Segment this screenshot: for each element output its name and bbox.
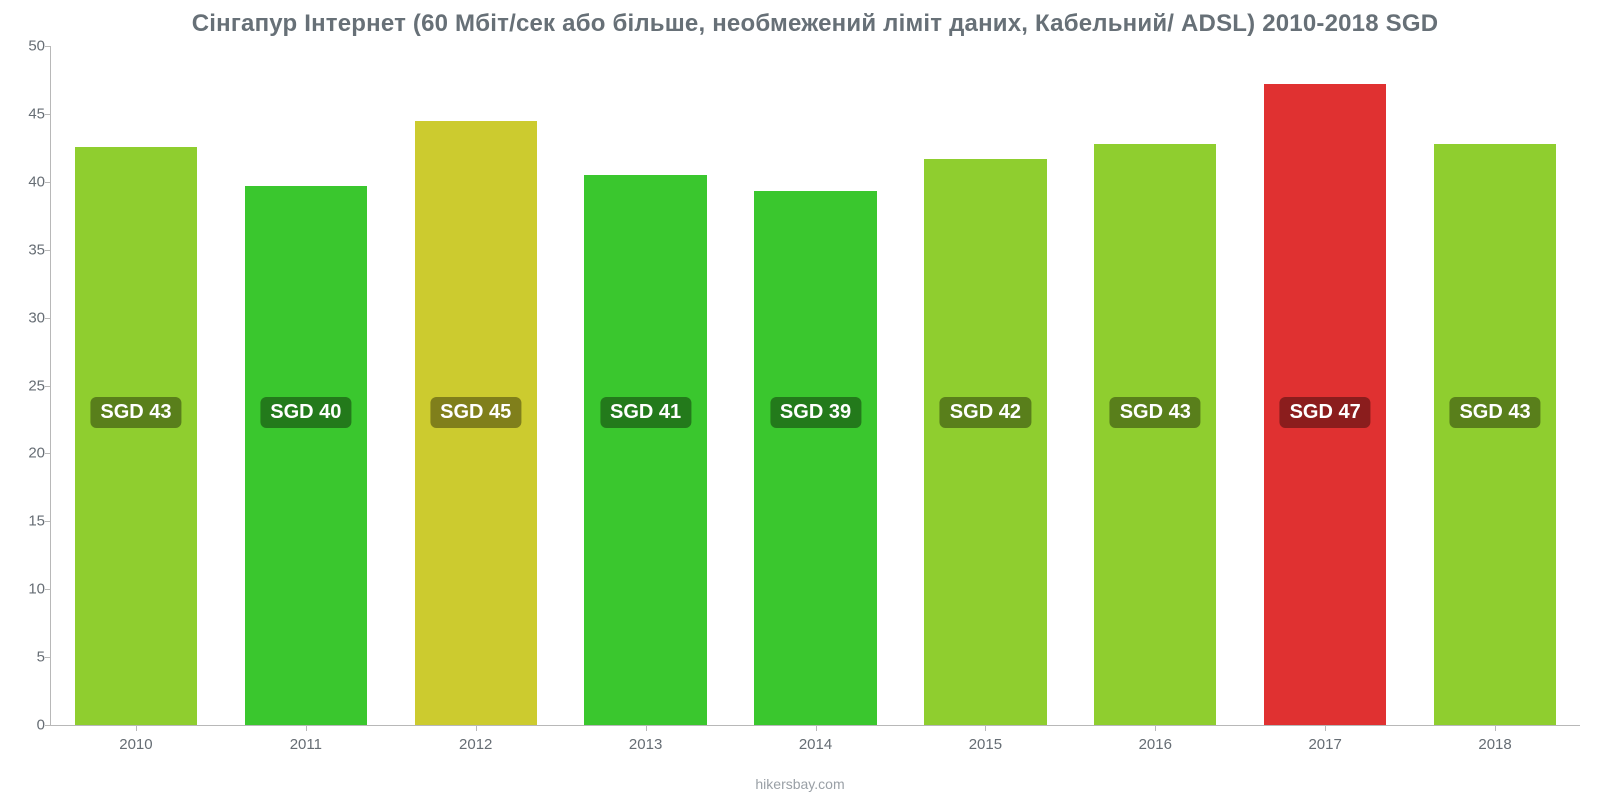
y-tick-label: 50: [9, 38, 45, 55]
bar: [1094, 144, 1216, 725]
chart-container: Сінгапур Інтернет (60 Мбіт/сек або більш…: [0, 0, 1600, 800]
x-tick-mark: [646, 725, 647, 731]
bar: [754, 191, 876, 725]
bar-value-label: SGD 43: [1110, 397, 1201, 428]
source-attribution: hikersbay.com: [0, 776, 1600, 792]
x-tick-mark: [1495, 725, 1496, 731]
bar-value-label: SGD 39: [770, 397, 861, 428]
y-tick-mark: [45, 657, 51, 658]
y-tick-mark: [45, 46, 51, 47]
bar: [584, 175, 706, 725]
bar: [75, 147, 197, 726]
bar-value-label: SGD 43: [1449, 397, 1540, 428]
x-tick-label: 2010: [119, 736, 152, 753]
y-tick-label: 25: [9, 377, 45, 394]
x-tick-label: 2011: [290, 736, 322, 753]
y-tick-mark: [45, 182, 51, 183]
x-tick-mark: [476, 725, 477, 731]
y-tick-label: 35: [9, 241, 45, 258]
y-tick-mark: [45, 318, 51, 319]
x-tick-label: 2018: [1478, 736, 1511, 753]
x-tick-mark: [306, 725, 307, 731]
x-tick-mark: [985, 725, 986, 731]
y-tick-mark: [45, 521, 51, 522]
x-tick-label: 2015: [969, 736, 1002, 753]
y-tick-label: 20: [9, 445, 45, 462]
plot-area: 051015202530354045502010SGD 432011SGD 40…: [50, 46, 1580, 726]
y-tick-label: 45: [9, 105, 45, 122]
y-tick-label: 30: [9, 309, 45, 326]
bar-value-label: SGD 40: [260, 397, 351, 428]
y-tick-mark: [45, 114, 51, 115]
x-tick-mark: [1155, 725, 1156, 731]
bar: [924, 159, 1046, 725]
bar: [245, 186, 367, 725]
y-tick-mark: [45, 589, 51, 590]
y-tick-mark: [45, 386, 51, 387]
x-tick-label: 2012: [459, 736, 492, 753]
x-tick-label: 2013: [629, 736, 662, 753]
bar-value-label: SGD 42: [940, 397, 1031, 428]
chart-title: Сінгапур Інтернет (60 Мбіт/сек або більш…: [50, 10, 1580, 38]
x-tick-label: 2016: [1139, 736, 1172, 753]
bar: [1434, 144, 1556, 725]
y-tick-label: 5: [9, 649, 45, 666]
x-tick-label: 2017: [1308, 736, 1341, 753]
x-tick-mark: [136, 725, 137, 731]
y-tick-label: 15: [9, 513, 45, 530]
y-tick-mark: [45, 725, 51, 726]
y-tick-label: 0: [9, 717, 45, 734]
x-tick-mark: [816, 725, 817, 731]
bar-value-label: SGD 47: [1280, 397, 1371, 428]
y-tick-label: 40: [9, 173, 45, 190]
bar-value-label: SGD 41: [600, 397, 691, 428]
x-tick-mark: [1325, 725, 1326, 731]
x-tick-label: 2014: [799, 736, 832, 753]
y-tick-mark: [45, 250, 51, 251]
y-tick-label: 10: [9, 581, 45, 598]
y-tick-mark: [45, 453, 51, 454]
bar-value-label: SGD 43: [90, 397, 181, 428]
bar-value-label: SGD 45: [430, 397, 521, 428]
